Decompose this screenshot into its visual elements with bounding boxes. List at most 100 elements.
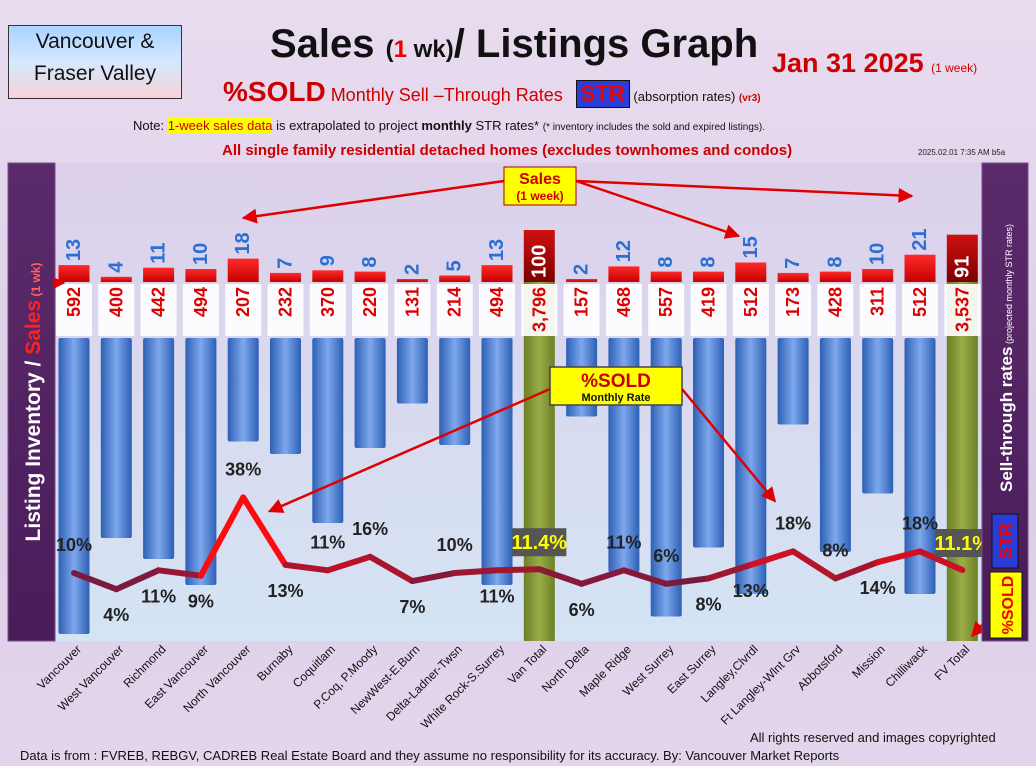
x-tick-label: Abbotsford xyxy=(795,642,846,693)
title-paren: ( xyxy=(385,36,394,63)
sales-bar xyxy=(100,276,132,282)
inventory-value-label: 419 xyxy=(699,287,719,317)
sold-rate-label: 10% xyxy=(437,535,473,555)
total-sales-bar xyxy=(946,234,978,282)
left-axis-inventory: Listing Inventory / xyxy=(22,355,45,542)
sales-callout-sub: (1 week) xyxy=(516,189,563,203)
sold-rate-label: 16% xyxy=(352,519,388,539)
inventory-value-label: 157 xyxy=(572,287,592,317)
sold-rate-label: 11% xyxy=(479,586,514,606)
right-axis-small: (projected monthly STR rates) xyxy=(1004,224,1014,347)
total-sales-bar xyxy=(523,230,555,282)
inventory-value-label: 512 xyxy=(910,287,930,317)
x-tick-label: Mission xyxy=(849,642,888,681)
chart-headline: All single family residential detached h… xyxy=(222,142,793,159)
sales-bar xyxy=(58,265,90,282)
note-small: (* inventory includes the sold and expir… xyxy=(542,122,766,133)
total-sold-label: 11.4% xyxy=(511,532,567,554)
note-line: Note: 1-week sales data is extrapolated … xyxy=(133,118,765,133)
subtitle-version: (vr3) xyxy=(738,93,761,104)
inventory-label-band xyxy=(944,284,981,336)
sales-bar xyxy=(693,271,724,282)
inventory-value-label: 370 xyxy=(318,287,338,317)
inventory-value-label: 468 xyxy=(614,287,634,317)
date-note: (1 week) xyxy=(931,61,978,75)
inventory-value-label: 494 xyxy=(487,287,507,317)
inventory-bar xyxy=(650,338,682,617)
note-end: STR rates* xyxy=(471,118,543,133)
sold-rate-label: 10% xyxy=(56,535,92,555)
inventory-value-label: 131 xyxy=(402,287,422,317)
inventory-value-label: 214 xyxy=(445,287,465,317)
sold-rate-segment xyxy=(917,548,966,574)
sales-bar xyxy=(608,266,640,282)
timestamp: 2025.02.01 7:35 AM b5a xyxy=(918,148,1006,157)
inventory-value-label: 557 xyxy=(656,287,676,317)
inventory-bar xyxy=(396,338,428,404)
sales-bar xyxy=(312,270,344,282)
inventory-label-band xyxy=(98,284,135,336)
sold-rate-segment xyxy=(790,548,839,582)
sales-value-label: 12 xyxy=(613,240,635,262)
inventory-label-band xyxy=(775,284,812,336)
total-inventory-bar xyxy=(523,282,555,641)
inventory-value-label: 207 xyxy=(233,287,253,317)
left-axis-week: (1 wk) xyxy=(29,263,43,300)
inventory-value-label: 512 xyxy=(741,287,761,317)
region-line-1: Vancouver & xyxy=(35,30,155,53)
inventory-value-label: 220 xyxy=(360,287,380,317)
x-tick-label: Delta-Ladner-Twsn xyxy=(383,642,465,724)
sold-rate-label: 9% xyxy=(188,592,214,612)
sold-callout-title: %SOLD xyxy=(581,371,651,392)
sales-bar xyxy=(481,265,513,282)
sold-rate-label: 14% xyxy=(860,578,896,598)
sales-bar xyxy=(566,279,598,282)
page-title: Sales (1 wk)/ Listings Graph xyxy=(270,22,758,67)
inventory-label-band xyxy=(690,284,727,336)
sales-callout-box xyxy=(503,166,577,206)
sales-bar xyxy=(819,271,851,282)
sales-value-label: 2 xyxy=(571,264,593,275)
inventory-label-band xyxy=(140,284,177,336)
sold-rate-label: 18% xyxy=(775,513,811,533)
total-sold-label: 11.1% xyxy=(934,533,990,555)
sold-rate-segment xyxy=(705,561,754,582)
inventory-label-band xyxy=(225,284,262,336)
sold-rate-segment xyxy=(451,567,500,576)
sold-rate-segment xyxy=(494,566,543,574)
sales-value-label: 11 xyxy=(148,243,170,264)
x-tick-label: White Rock-S.Surrey xyxy=(418,642,507,731)
sales-value-label: 8 xyxy=(359,256,381,267)
data-source-note: Data is from : FVREB, REBGV, CADREB Real… xyxy=(20,748,840,763)
inventory-label-band xyxy=(902,284,938,336)
inventory-value-label: 400 xyxy=(106,287,126,317)
sales-callout-arrow xyxy=(575,179,914,203)
sales-bar xyxy=(735,262,767,282)
region-line-2: Fraser Valley xyxy=(33,62,157,85)
sold-rate-label: 18% xyxy=(902,513,938,533)
sales-value-label: 9 xyxy=(317,255,339,266)
title-wk: wk) xyxy=(407,36,454,63)
sold-rate-segment xyxy=(620,567,670,587)
sales-value-label: 4 xyxy=(105,261,127,273)
inventory-label-band xyxy=(605,284,642,336)
inventory-bar xyxy=(819,338,851,552)
sales-value-label: 8 xyxy=(824,256,846,267)
sold-rate-label: 11% xyxy=(606,532,641,552)
sales-bar xyxy=(439,275,471,282)
sold-rate-segment xyxy=(240,494,289,568)
sold-callout-box xyxy=(549,366,683,406)
inventory-bar xyxy=(439,338,471,445)
inventory-value-label: 494 xyxy=(191,287,211,317)
str-badge: STR xyxy=(575,80,630,108)
side-layer: Listing Inventory / Sales (1 wk) Sell-thr… xyxy=(7,162,1029,642)
inventory-bar xyxy=(481,338,513,585)
inventory-label-band xyxy=(817,284,854,336)
inventory-label-band xyxy=(267,284,304,336)
sold-rate-label: 4% xyxy=(103,605,129,625)
inventory-bar xyxy=(904,338,936,594)
sales-value-label: 21 xyxy=(909,228,931,250)
sold-rate-segment xyxy=(747,548,797,568)
